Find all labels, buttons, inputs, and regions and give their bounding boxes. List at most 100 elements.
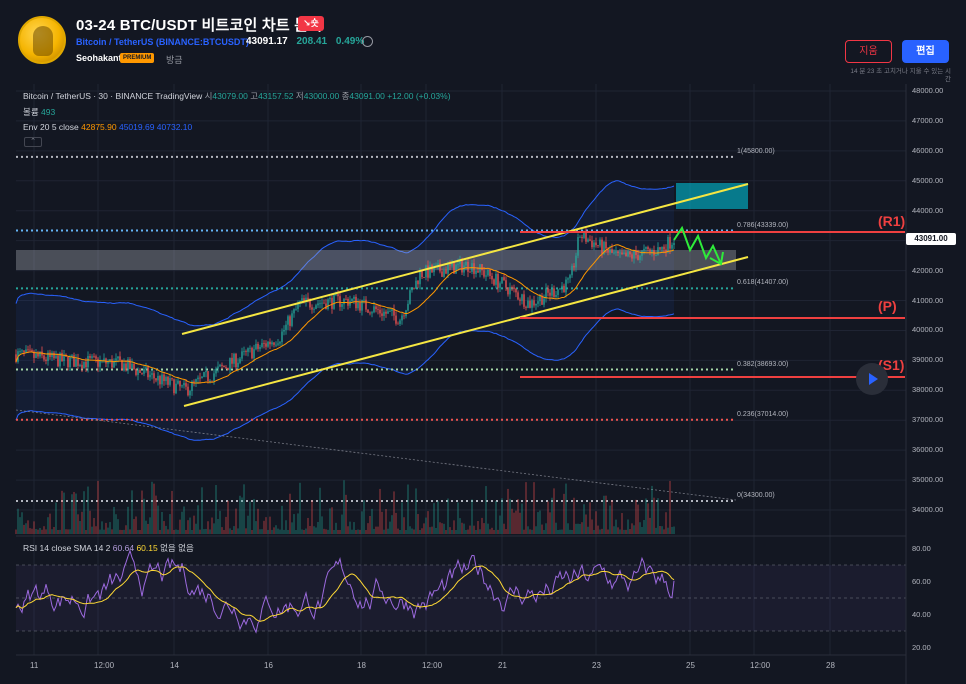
- volume-bar: [333, 529, 335, 534]
- candle-body: [397, 323, 399, 325]
- candle-body: [395, 315, 397, 324]
- price-axis-label: 44000.00: [912, 205, 944, 215]
- volume-bar: [341, 514, 343, 534]
- fib-level-label: 0.618(41407.00): [737, 279, 789, 287]
- volume-bar: [593, 530, 595, 534]
- projection-arrowhead: [709, 251, 724, 266]
- volume-bar: [223, 529, 225, 534]
- candle-body: [351, 298, 353, 302]
- candle-body: [89, 356, 91, 358]
- candle-body: [379, 309, 381, 314]
- candle-body: [495, 273, 497, 285]
- volume-legend[interactable]: 볼륨 493: [23, 107, 56, 117]
- rsi-legend[interactable]: RSI 14 close SMA 14 2 60.64 60.15 없음 없음: [23, 543, 194, 553]
- candle-body: [129, 359, 131, 370]
- candle-body: [183, 383, 185, 386]
- rsi-sma-value: 60.15: [136, 543, 158, 553]
- volume-bar: [101, 521, 103, 534]
- candle-body: [173, 379, 175, 394]
- candle-body: [433, 266, 435, 273]
- author-avatar[interactable]: [18, 16, 66, 64]
- volume-bar: [435, 527, 437, 534]
- volume-bar: [505, 529, 507, 534]
- collapse-legend-button[interactable]: ⌃: [24, 137, 42, 147]
- candle-body: [109, 359, 111, 362]
- candle-body: [87, 356, 89, 368]
- candle-body: [459, 259, 461, 264]
- pair-name[interactable]: Bitcoin / TetherUS: [76, 37, 154, 47]
- exchange-symbol[interactable]: (BINANCE:BTCUSDT): [155, 37, 249, 47]
- candle-body: [607, 248, 609, 253]
- volume-bar: [553, 488, 555, 534]
- volume-bar: [141, 490, 143, 534]
- volume-bar: [269, 516, 271, 534]
- volume-bar: [453, 520, 455, 534]
- volume-bar: [281, 505, 283, 534]
- volume-bar: [17, 508, 19, 534]
- candle-body: [579, 236, 581, 238]
- time-axis-label: 14: [170, 661, 179, 670]
- rsi-axis-label: 60.00: [912, 576, 931, 586]
- candle-body: [227, 367, 229, 371]
- edit-button[interactable]: 편집: [902, 40, 949, 63]
- candle-body: [257, 343, 259, 349]
- volume-bar: [363, 500, 365, 534]
- volume-bar: [229, 528, 231, 534]
- volume-bar: [33, 521, 35, 534]
- volume-bar: [541, 524, 543, 534]
- volume-bar: [583, 504, 585, 534]
- volume-bar: [377, 526, 379, 534]
- candle-body: [651, 250, 653, 252]
- candle-body: [277, 343, 279, 345]
- volume-bar: [567, 523, 569, 534]
- volume-bar: [519, 512, 521, 534]
- candle-body: [315, 305, 317, 309]
- candle-body: [531, 300, 533, 308]
- volume-bar: [535, 526, 537, 534]
- candle-body: [529, 300, 531, 308]
- candle-body: [553, 288, 555, 297]
- candle-body: [169, 378, 171, 385]
- close-value: 43091.00: [349, 91, 385, 101]
- candle-body: [655, 255, 657, 257]
- candle-body: [187, 386, 189, 396]
- volume-bar: [623, 529, 625, 534]
- symbol-legend[interactable]: Bitcoin / TetherUS · 30 · BINANCE Tradin…: [23, 91, 451, 101]
- candle-body: [425, 265, 427, 278]
- candle-body: [509, 287, 511, 295]
- volume-bar: [177, 529, 179, 534]
- price-axis-label: 48000.00: [912, 86, 944, 95]
- candle-body: [43, 355, 45, 360]
- candle-body: [383, 311, 385, 316]
- candle-body: [333, 294, 335, 309]
- volume-bar: [93, 517, 95, 534]
- volume-bar: [447, 498, 449, 534]
- volume-bar: [23, 524, 25, 534]
- candle-body: [671, 244, 673, 249]
- candle-body: [513, 287, 515, 289]
- volume-bar: [197, 505, 199, 534]
- candle-body: [155, 378, 157, 381]
- volume-bar: [569, 529, 571, 534]
- candle-body: [39, 351, 41, 357]
- volume-bar: [217, 519, 219, 534]
- volume-bar: [319, 487, 321, 534]
- volume-bar: [543, 529, 545, 534]
- candle-body: [161, 374, 163, 385]
- volume-bar: [31, 528, 33, 534]
- author-name[interactable]: Seohakant: [76, 53, 122, 63]
- play-icon[interactable]: [856, 363, 888, 395]
- volume-bar: [329, 508, 331, 534]
- volume-bar: [359, 529, 361, 534]
- volume-bar: [647, 503, 649, 534]
- volume-bar: [445, 529, 447, 534]
- volume-bar: [547, 501, 549, 534]
- volume-bar: [343, 480, 345, 534]
- candle-body: [645, 247, 647, 249]
- alarm-clock-icon[interactable]: [362, 36, 373, 47]
- volume-bar: [55, 502, 57, 534]
- symbol-link[interactable]: Bitcoin / TetherUS (BINANCE:BTCUSDT): [76, 37, 249, 47]
- envelope-legend[interactable]: Env 20 5 close 42875.90 45019.69 40732.1…: [23, 122, 193, 132]
- delete-button[interactable]: 지움: [845, 40, 892, 63]
